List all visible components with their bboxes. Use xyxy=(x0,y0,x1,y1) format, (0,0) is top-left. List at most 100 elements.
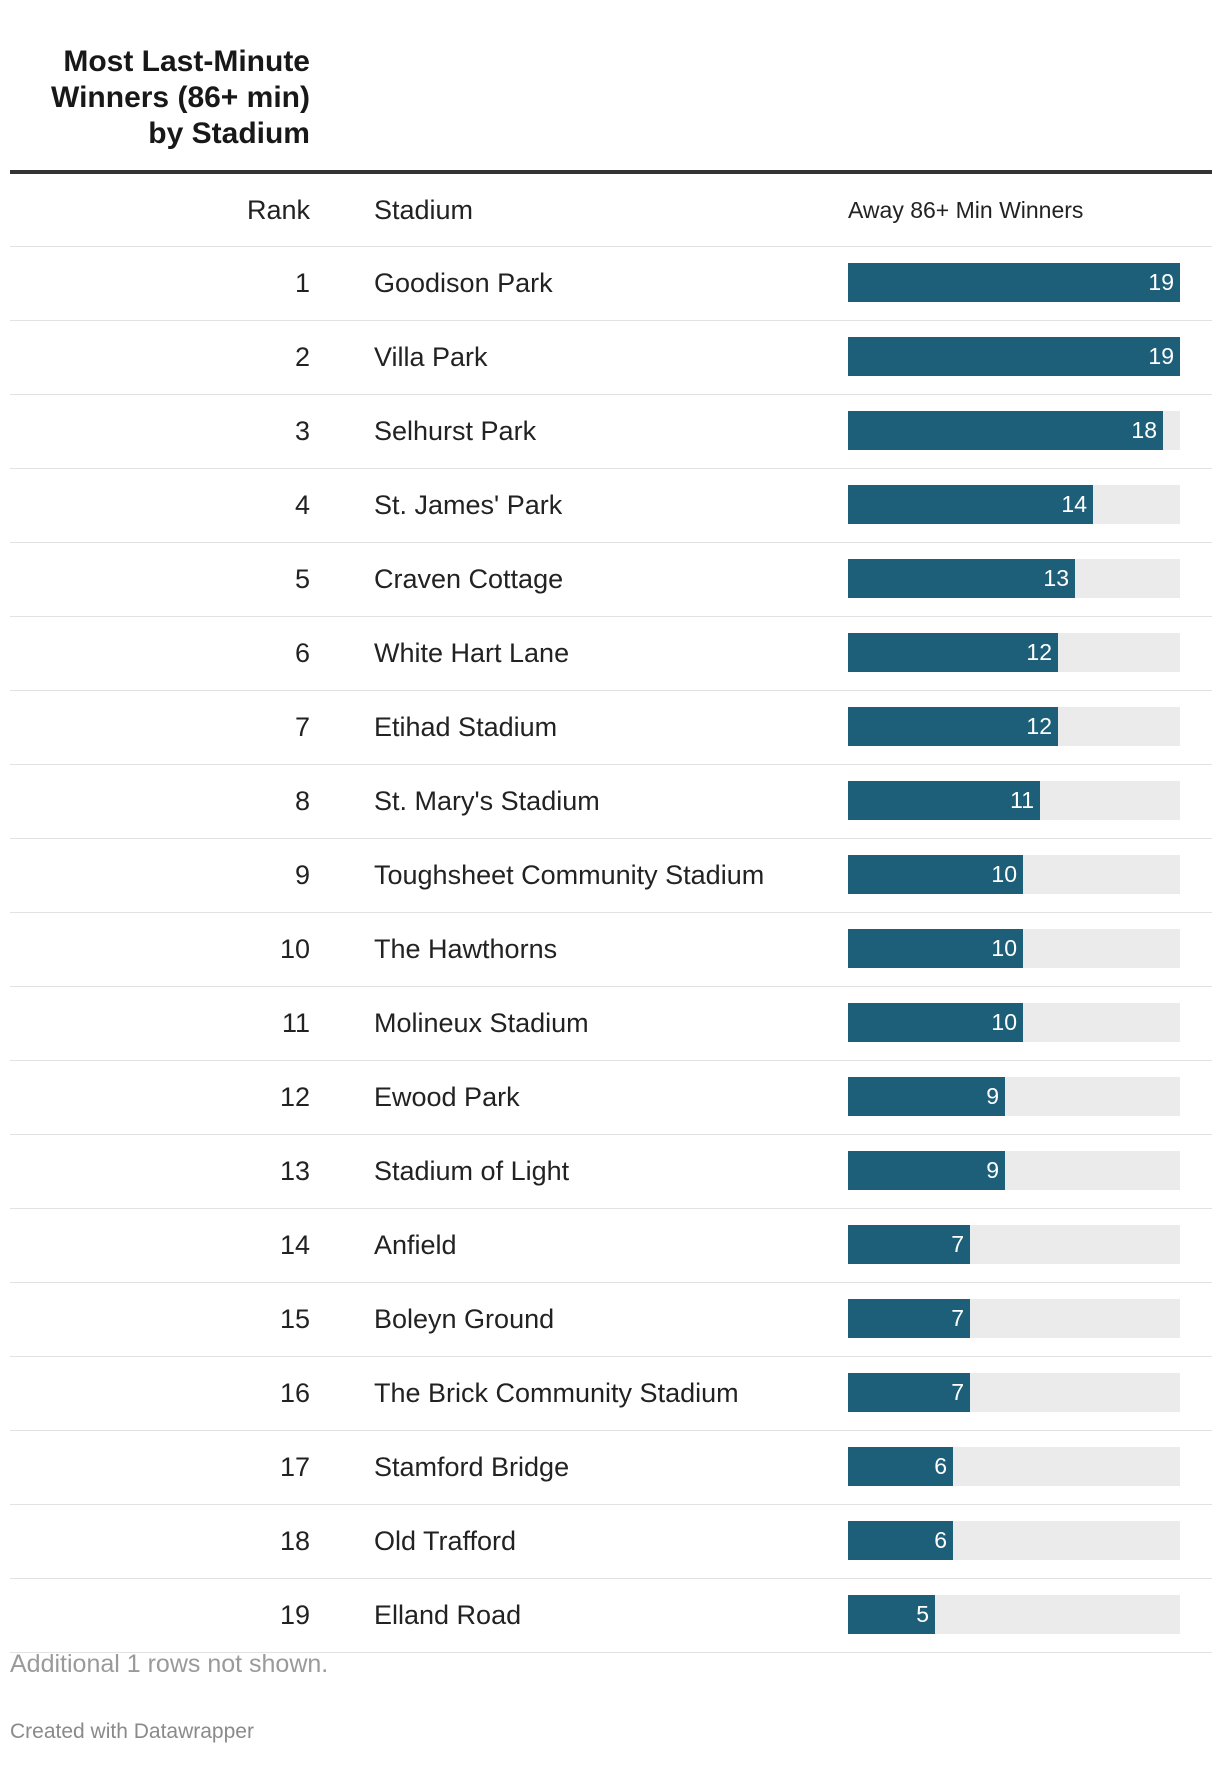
stadium-cell: Molineux Stadium xyxy=(374,1008,589,1038)
table-body: 1 Goodison Park 19 2 Villa Park 19 3 Selhurst P… xyxy=(10,247,1212,1653)
bar-value-label: 9 xyxy=(986,1083,999,1109)
rank-cell: 15 xyxy=(279,1304,310,1334)
rank-cell: 4 xyxy=(294,490,310,520)
bar-track: 12 xyxy=(848,707,1180,746)
bar-track: 5 xyxy=(848,1595,1180,1634)
bar-value-label: 5 xyxy=(916,1601,929,1627)
bar-value-label: 12 xyxy=(1026,713,1052,739)
stadium-cell: The Brick Community Stadium xyxy=(374,1378,739,1408)
bar-track: 18 xyxy=(848,411,1180,450)
bar-value-label: 11 xyxy=(1010,787,1034,813)
bar: 13 xyxy=(848,559,1075,598)
bar: 14 xyxy=(848,485,1093,524)
bar-value-label: 18 xyxy=(1131,417,1157,443)
stadium-cell: St. James' Park xyxy=(374,490,563,520)
stadium-cell: Villa Park xyxy=(374,342,488,372)
bar-value-label: 10 xyxy=(991,935,1017,961)
bar-track: 9 xyxy=(848,1151,1180,1190)
bar-track: 7 xyxy=(848,1373,1180,1412)
bar: 7 xyxy=(848,1225,970,1264)
bar-track: 9 xyxy=(848,1077,1180,1116)
bar-value-label: 6 xyxy=(934,1527,947,1553)
rank-cell: 10 xyxy=(279,934,310,964)
rank-cell: 14 xyxy=(279,1230,310,1260)
stadium-cell: Boleyn Ground xyxy=(374,1304,555,1334)
stadium-cell: The Hawthorns xyxy=(374,934,558,964)
bar-track: 10 xyxy=(848,929,1180,968)
bar-track: 10 xyxy=(848,855,1180,894)
table-row: 17 Stamford Bridge 6 xyxy=(10,1431,1212,1505)
bar-value-label: 6 xyxy=(934,1453,947,1479)
rank-cell: 5 xyxy=(294,564,310,594)
bar-value-label: 10 xyxy=(991,1009,1017,1035)
rank-cell: 16 xyxy=(279,1378,310,1408)
table-row: 8 St. Mary's Stadium 11 xyxy=(10,765,1212,839)
table-row: 6 White Hart Lane 12 xyxy=(10,617,1212,691)
bar: 10 xyxy=(848,855,1023,894)
rank-cell: 9 xyxy=(294,860,310,890)
rank-cell: 1 xyxy=(294,268,310,298)
bar-track: 19 xyxy=(848,263,1180,302)
stadium-cell: Ewood Park xyxy=(374,1082,520,1112)
table-row: 3 Selhurst Park 18 xyxy=(10,395,1212,469)
table-row: 7 Etihad Stadium 12 xyxy=(10,691,1212,765)
table-row: 19 Elland Road 5 xyxy=(10,1579,1212,1653)
stadium-cell: St. Mary's Stadium xyxy=(374,786,600,816)
stadium-cell: Etihad Stadium xyxy=(374,712,558,742)
bar-value-label: 7 xyxy=(951,1305,964,1331)
stadium-cell: Toughsheet Community Stadium xyxy=(374,860,765,890)
bar-value-label: 10 xyxy=(991,861,1017,887)
rank-column-header[interactable]: Rank xyxy=(246,195,310,225)
bar-value-label: 12 xyxy=(1026,639,1052,665)
bar-track: 14 xyxy=(848,485,1180,524)
bar-track: 6 xyxy=(848,1447,1180,1486)
rank-cell: 3 xyxy=(294,416,310,446)
stadium-cell: Stamford Bridge xyxy=(374,1452,570,1482)
chart-title: Most Last-Minute Winners (86+ min) by St… xyxy=(51,45,310,150)
stadium-cell: White Hart Lane xyxy=(374,638,570,668)
bar: 6 xyxy=(848,1521,953,1560)
stadium-cell: Goodison Park xyxy=(374,268,553,298)
stadium-cell: Elland Road xyxy=(374,1600,522,1630)
rank-cell: 18 xyxy=(279,1526,310,1556)
rank-cell: 6 xyxy=(294,638,310,668)
table-row: 16 The Brick Community Stadium 7 xyxy=(10,1357,1212,1431)
bar: 19 xyxy=(848,263,1180,302)
rank-cell: 13 xyxy=(279,1156,310,1186)
table-row: 9 Toughsheet Community Stadium 10 xyxy=(10,839,1212,913)
stadium-cell: Craven Cottage xyxy=(374,564,564,594)
stadium-column-header[interactable]: Stadium xyxy=(374,195,474,225)
stadium-cell: Stadium of Light xyxy=(374,1156,570,1186)
bar: 10 xyxy=(848,929,1023,968)
bar-value-label: 19 xyxy=(1148,269,1174,295)
rank-cell: 7 xyxy=(294,712,310,742)
bar: 10 xyxy=(848,1003,1023,1042)
table-row: 14 Anfield 7 xyxy=(10,1209,1212,1283)
table-header: Rank Stadium Away 86+ Min Winners xyxy=(10,174,1212,247)
stadium-cell: Selhurst Park xyxy=(374,416,537,446)
bar: 12 xyxy=(848,707,1058,746)
away-winners-column-header[interactable]: Away 86+ Min Winners xyxy=(848,197,1084,223)
bar: 6 xyxy=(848,1447,953,1486)
bar-track: 7 xyxy=(848,1225,1180,1264)
bar: 18 xyxy=(848,411,1163,450)
bar-track: 7 xyxy=(848,1299,1180,1338)
rank-cell: 2 xyxy=(294,342,310,372)
rank-cell: 19 xyxy=(279,1600,310,1630)
bar-value-label: 7 xyxy=(951,1379,964,1405)
table-row: 15 Boleyn Ground 7 xyxy=(10,1283,1212,1357)
credit-link[interactable]: Created with Datawrapper xyxy=(10,1720,254,1743)
bar: 9 xyxy=(848,1151,1005,1190)
stadium-cell: Old Trafford xyxy=(374,1526,517,1556)
bar-track: 10 xyxy=(848,1003,1180,1042)
table-row: 12 Ewood Park 9 xyxy=(10,1061,1212,1135)
footnote: Additional 1 rows not shown. xyxy=(10,1650,329,1678)
table-row: 4 St. James' Park 14 xyxy=(10,469,1212,543)
table-row: 1 Goodison Park 19 xyxy=(10,247,1212,321)
bar: 7 xyxy=(848,1373,970,1412)
bar: 11 xyxy=(848,781,1040,820)
bar-track: 19 xyxy=(848,337,1180,376)
bar: 7 xyxy=(848,1299,970,1338)
table-row: 13 Stadium of Light 9 xyxy=(10,1135,1212,1209)
bar: 12 xyxy=(848,633,1058,672)
